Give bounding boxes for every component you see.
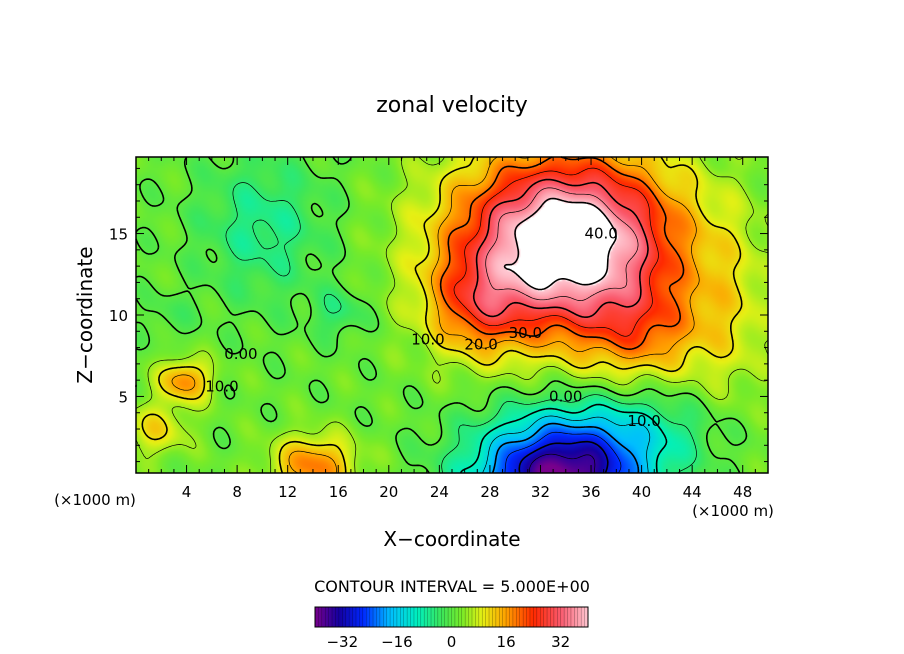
contour-line-neg25 — [504, 431, 622, 474]
x-tick-label-40: 40 — [632, 483, 651, 501]
y-tick-label-15: 15 — [109, 226, 128, 244]
contour-line-40 — [503, 197, 617, 291]
colorbar-tick-label-1: −16 — [381, 633, 413, 651]
x-tick-label-24: 24 — [430, 483, 449, 501]
y-tick-label-5: 5 — [118, 388, 128, 406]
contour-line-30 — [472, 178, 649, 318]
contour-lines — [135, 156, 769, 474]
colorbar-tick-label-0: −32 — [326, 633, 358, 651]
x-tick-label-12: 12 — [278, 483, 297, 501]
colorbar: −32 −16 0 16 32 — [314, 606, 589, 651]
x-tick-label-28: 28 — [480, 483, 499, 501]
colorbar-tick-label-3: 16 — [497, 633, 516, 651]
plot-area: 40.0 30.0 20.0 10.0 0.00 10.0 0.00 10.0 — [135, 156, 769, 474]
x-tick-label-20: 20 — [379, 483, 398, 501]
colorbar-ticks: −32 −16 0 16 32 — [318, 607, 585, 651]
x-tick-label-32: 32 — [531, 483, 550, 501]
contour-line-25 — [453, 167, 659, 337]
contour-line-neg15 — [482, 415, 651, 474]
x-axis: 4 8 12 16 20 24 28 32 36 40 44 48 — [148, 157, 756, 501]
contour-line-20 — [439, 156, 685, 350]
contour-label-4: 0.00 — [224, 345, 257, 363]
contour-line-35 — [485, 187, 639, 301]
contour-line-10 — [141, 156, 743, 474]
x-tick-label-44: 44 — [683, 483, 702, 501]
contour-label-5: 10.0 — [205, 378, 238, 396]
x-tick-label-16: 16 — [329, 483, 348, 501]
y-axis-label: Z−coordinate — [73, 246, 97, 383]
x-tick-label-48: 48 — [733, 483, 752, 501]
contour-label-1: 30.0 — [509, 324, 542, 342]
contour-label-3: 10.0 — [411, 330, 444, 348]
chart-title: zonal velocity — [376, 93, 528, 118]
x-tick-label-8: 8 — [232, 483, 242, 501]
contour-line-neg20 — [491, 422, 640, 474]
contour-line-neg5 — [225, 182, 697, 474]
contour-label-7: 10.0 — [627, 412, 660, 430]
colorbar-tick-label-2: 0 — [447, 633, 457, 651]
x-unit-right: (×1000 m) — [692, 502, 774, 520]
contour-labels: 40.0 30.0 20.0 10.0 0.00 10.0 0.00 10.0 — [205, 225, 661, 430]
x-axis-label: X−coordinate — [383, 527, 520, 551]
x-tick-label-36: 36 — [581, 483, 600, 501]
y-axis: 5 10 15 — [109, 167, 768, 463]
contour-label-0: 40.0 — [584, 225, 617, 243]
contour-line-neg35 — [529, 453, 596, 474]
contour-line-neg10 — [459, 403, 668, 474]
colorbar-tick-label-4: 32 — [551, 633, 570, 651]
y-tick-label-10: 10 — [109, 307, 128, 325]
contour-interval-text: CONTOUR INTERVAL = 5.000E+00 — [314, 577, 590, 596]
contour-label-6: 0.00 — [549, 387, 582, 405]
x-tick-label-4: 4 — [182, 483, 192, 501]
x-unit-left: (×1000 m) — [54, 491, 136, 509]
contour-label-2: 20.0 — [464, 335, 497, 353]
contour-line-neg30 — [518, 440, 609, 474]
contour-line-0 — [135, 156, 748, 474]
velocity-field — [136, 157, 768, 473]
contour-line-15 — [171, 156, 700, 474]
